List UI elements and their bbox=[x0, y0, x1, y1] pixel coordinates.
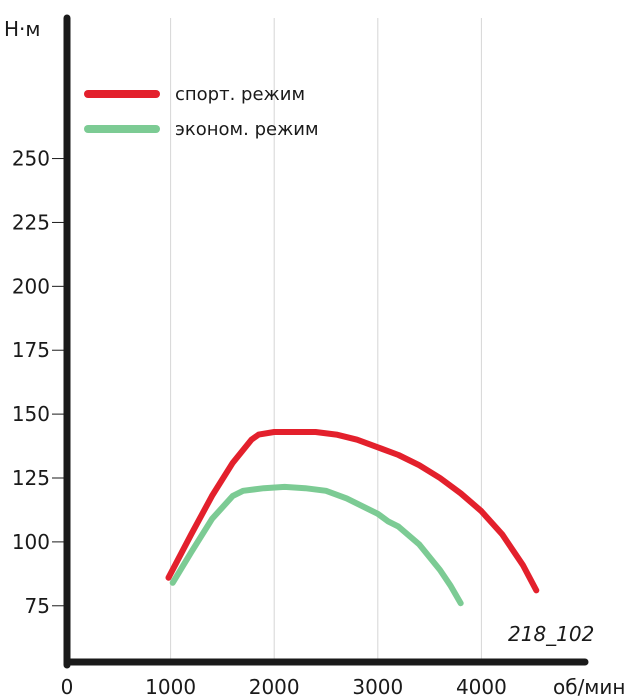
series-line bbox=[165, 429, 540, 594]
y-tick-label: 175 bbox=[12, 338, 50, 362]
y-tick-label: 75 bbox=[25, 594, 50, 618]
y-tick-label: 225 bbox=[12, 210, 50, 234]
y-tick-label: 200 bbox=[12, 274, 50, 298]
series-line bbox=[169, 483, 464, 607]
legend-label: спорт. режим bbox=[175, 84, 305, 105]
figure-code-label: 218_102 bbox=[508, 622, 594, 646]
y-tick-label: 250 bbox=[12, 147, 50, 171]
x-tick-label: 0 bbox=[61, 675, 74, 699]
tick-labels: 0 1000 2000 3000 4000 75 100 125 150 175 200 225 250 bbox=[12, 147, 507, 699]
x-tick-label: 2000 bbox=[249, 675, 300, 699]
y-tick-label: 100 bbox=[12, 530, 50, 554]
legend: спорт. режим эконом. режим bbox=[84, 84, 319, 140]
y-tick-label: 150 bbox=[12, 402, 50, 426]
legend-label: эконом. режим bbox=[175, 119, 319, 140]
y-tick-label: 125 bbox=[12, 466, 50, 490]
x-axis-unit-label: об/мин bbox=[553, 675, 625, 699]
x-tick-label: 4000 bbox=[456, 675, 507, 699]
x-tick-label: 1000 bbox=[145, 675, 196, 699]
x-tick-label: 3000 bbox=[352, 675, 403, 699]
series-lines bbox=[165, 429, 540, 607]
axes bbox=[63, 14, 589, 669]
y-axis-unit-label: Н·м bbox=[4, 17, 40, 41]
grid-lines bbox=[52, 18, 482, 662]
